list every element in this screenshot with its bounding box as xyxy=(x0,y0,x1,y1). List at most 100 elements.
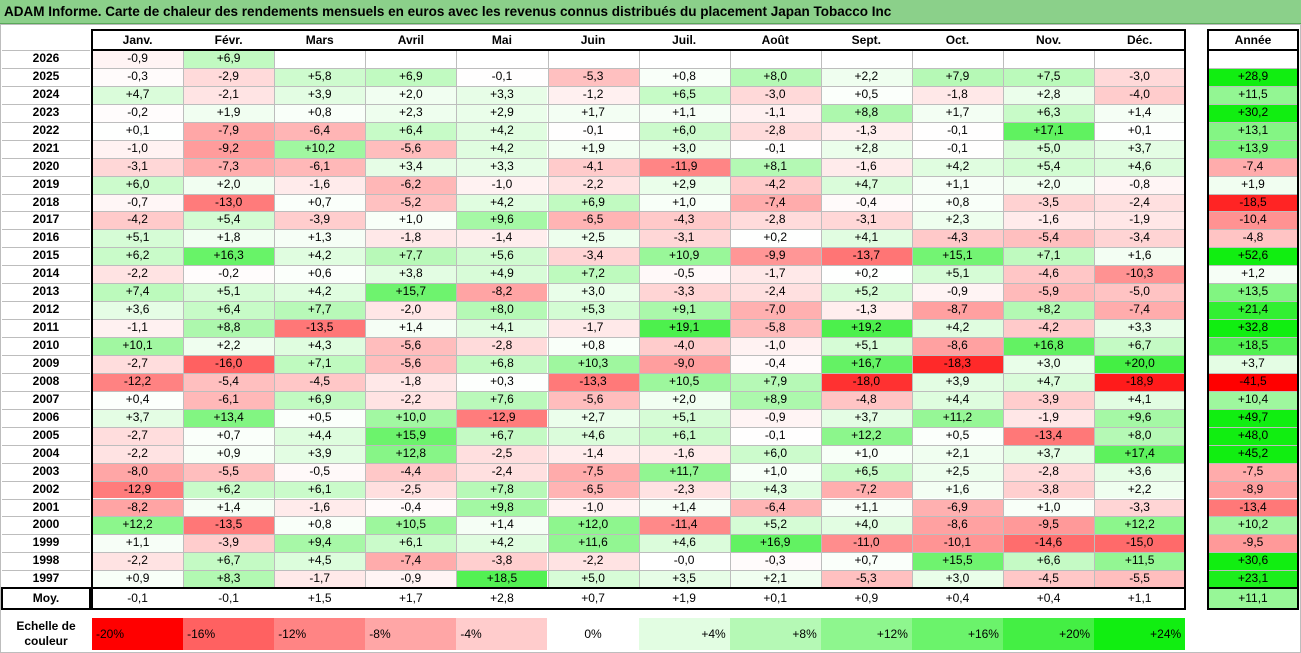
heatmap-cell: -1,6 xyxy=(274,175,366,194)
year-label: 2000 xyxy=(32,517,60,532)
heatmap-cell: -4,8 xyxy=(820,390,912,409)
heatmap-cell: +4,7 xyxy=(92,85,184,104)
heatmap-cell: -0,1 xyxy=(729,139,821,158)
grid-line xyxy=(92,498,1186,500)
grid-line xyxy=(92,175,1186,177)
heatmap-cell: -1,8 xyxy=(911,85,1003,104)
heatmap-cell: -6,1 xyxy=(183,390,275,409)
heatmap-cell: +0,8 xyxy=(274,516,366,535)
heatmap-cell: +2,5 xyxy=(547,229,639,248)
heatmap-cell: -1,6 xyxy=(638,444,730,463)
grid-line xyxy=(1208,570,1298,572)
heatmap-cell: -9,2 xyxy=(183,139,275,158)
heatmap-cell: +3,6 xyxy=(92,301,184,320)
year-label: 2022 xyxy=(32,122,60,137)
year-label: 2010 xyxy=(32,338,60,353)
grid-line xyxy=(2,211,90,213)
heatmap-cell: -6,1 xyxy=(274,157,366,176)
heatmap-cell: -6,5 xyxy=(547,480,639,499)
month-header: Janv. xyxy=(122,33,153,47)
legend-title-line: couleur xyxy=(24,634,68,648)
heatmap-cell: +10,5 xyxy=(365,516,457,535)
heatmap-cell: +16,9 xyxy=(729,534,821,553)
heatmap-cell: -13,5 xyxy=(183,516,275,535)
heatmap-cell: -6,4 xyxy=(729,498,821,517)
heatmap-cell: +8,2 xyxy=(1003,301,1095,320)
annual-cell: +28,9 xyxy=(1208,67,1298,86)
heatmap-cell: -0,1 xyxy=(547,121,639,140)
heatmap-cell: -7,4 xyxy=(729,193,821,212)
heatmap-cell: +9,6 xyxy=(1094,408,1186,427)
heatmap-cell: -0,1 xyxy=(456,67,548,86)
heatmap-cell: -16,0 xyxy=(183,354,275,373)
heatmap-cell: -1,0 xyxy=(92,139,184,158)
heatmap-cell: -3,9 xyxy=(1003,390,1095,409)
heatmap-cell: -3,8 xyxy=(1003,480,1095,499)
grid-line xyxy=(2,570,90,572)
heatmap-cell: +5,2 xyxy=(729,516,821,535)
heatmap-cell: +0,1 xyxy=(92,121,184,140)
grid-line xyxy=(1208,265,1298,267)
heatmap-cell: -13,5 xyxy=(274,319,366,338)
grid-line xyxy=(92,354,1186,356)
annual-cell: -7,5 xyxy=(1208,462,1298,481)
heatmap-cell: +2,3 xyxy=(365,103,457,122)
heatmap-cell: +4,7 xyxy=(1003,372,1095,391)
year-label: 2001 xyxy=(32,499,60,514)
grid-line xyxy=(92,157,1186,159)
heatmap-cell: +12,8 xyxy=(365,444,457,463)
heatmap-cell: +19,2 xyxy=(820,319,912,338)
heatmap-cell: -3,8 xyxy=(456,552,548,571)
heatmap-cell: -1,4 xyxy=(456,229,548,248)
heatmap-cell: -5,5 xyxy=(1094,570,1186,589)
annual-cell xyxy=(1208,50,1298,68)
annual-cell: -7,4 xyxy=(1208,157,1298,176)
average-cell: +1,7 xyxy=(398,591,423,606)
heatmap-cell: +10,2 xyxy=(274,139,366,158)
heatmap-cell: +12,2 xyxy=(1094,516,1186,535)
heatmap-cell: +1,7 xyxy=(911,103,1003,122)
heatmap-cell: +6,0 xyxy=(729,444,821,463)
heatmap-cell: +0,8 xyxy=(547,337,639,355)
year-label: 1997 xyxy=(32,571,60,586)
heatmap-cell: +2,7 xyxy=(547,408,639,427)
annual-cell: +49,7 xyxy=(1208,408,1298,427)
heatmap-cell xyxy=(1003,50,1095,68)
heatmap-cell: -2,3 xyxy=(638,480,730,499)
heatmap-cell: +0,9 xyxy=(92,570,184,589)
grid-line xyxy=(92,390,1186,392)
annual-cell: -41,5 xyxy=(1208,372,1298,391)
heatmap-cell: -5,2 xyxy=(365,193,457,212)
heatmap-cell: +6,7 xyxy=(183,552,275,571)
heatmap-cell: +4,2 xyxy=(456,139,548,158)
average-annual-cell: +11,1 xyxy=(1208,588,1298,610)
heatmap-cell: +1,0 xyxy=(1003,498,1095,517)
heatmap-cell: -6,4 xyxy=(274,121,366,140)
grid-line xyxy=(1208,229,1298,231)
heatmap-cell: +8,0 xyxy=(456,301,548,320)
heatmap-cell: +5,4 xyxy=(1003,157,1095,176)
heatmap-cell: -1,3 xyxy=(820,121,912,140)
heatmap-cell: -5,0 xyxy=(1094,283,1186,302)
grid-line xyxy=(1208,372,1298,374)
grid-line xyxy=(92,480,1186,482)
heatmap-cell: +4,2 xyxy=(456,121,548,140)
heatmap-cell: +0,7 xyxy=(183,426,275,445)
heatmap-cell: +6,2 xyxy=(183,480,275,499)
heatmap-cell: +11,7 xyxy=(638,462,730,481)
heatmap-cell: +4,2 xyxy=(274,247,366,266)
annual-cell: +10,4 xyxy=(1208,390,1298,409)
annual-cell: +3,7 xyxy=(1208,354,1298,373)
heatmap-cell: +3,5 xyxy=(638,570,730,589)
heatmap-cell: +7,7 xyxy=(365,247,457,266)
grid-line xyxy=(1208,390,1298,392)
heatmap-cell: -2,4 xyxy=(456,462,548,481)
legend-swatch: -20% xyxy=(92,618,184,650)
heatmap-cell: -13,4 xyxy=(1003,426,1095,445)
heatmap-cell: -12,2 xyxy=(92,372,184,391)
grid-line xyxy=(1185,50,1187,589)
heatmap-cell: +5,0 xyxy=(1003,139,1095,158)
heatmap-cell: -6,5 xyxy=(547,211,639,230)
heatmap-cell: +4,3 xyxy=(274,337,366,355)
heatmap-cell: +7,9 xyxy=(911,67,1003,86)
